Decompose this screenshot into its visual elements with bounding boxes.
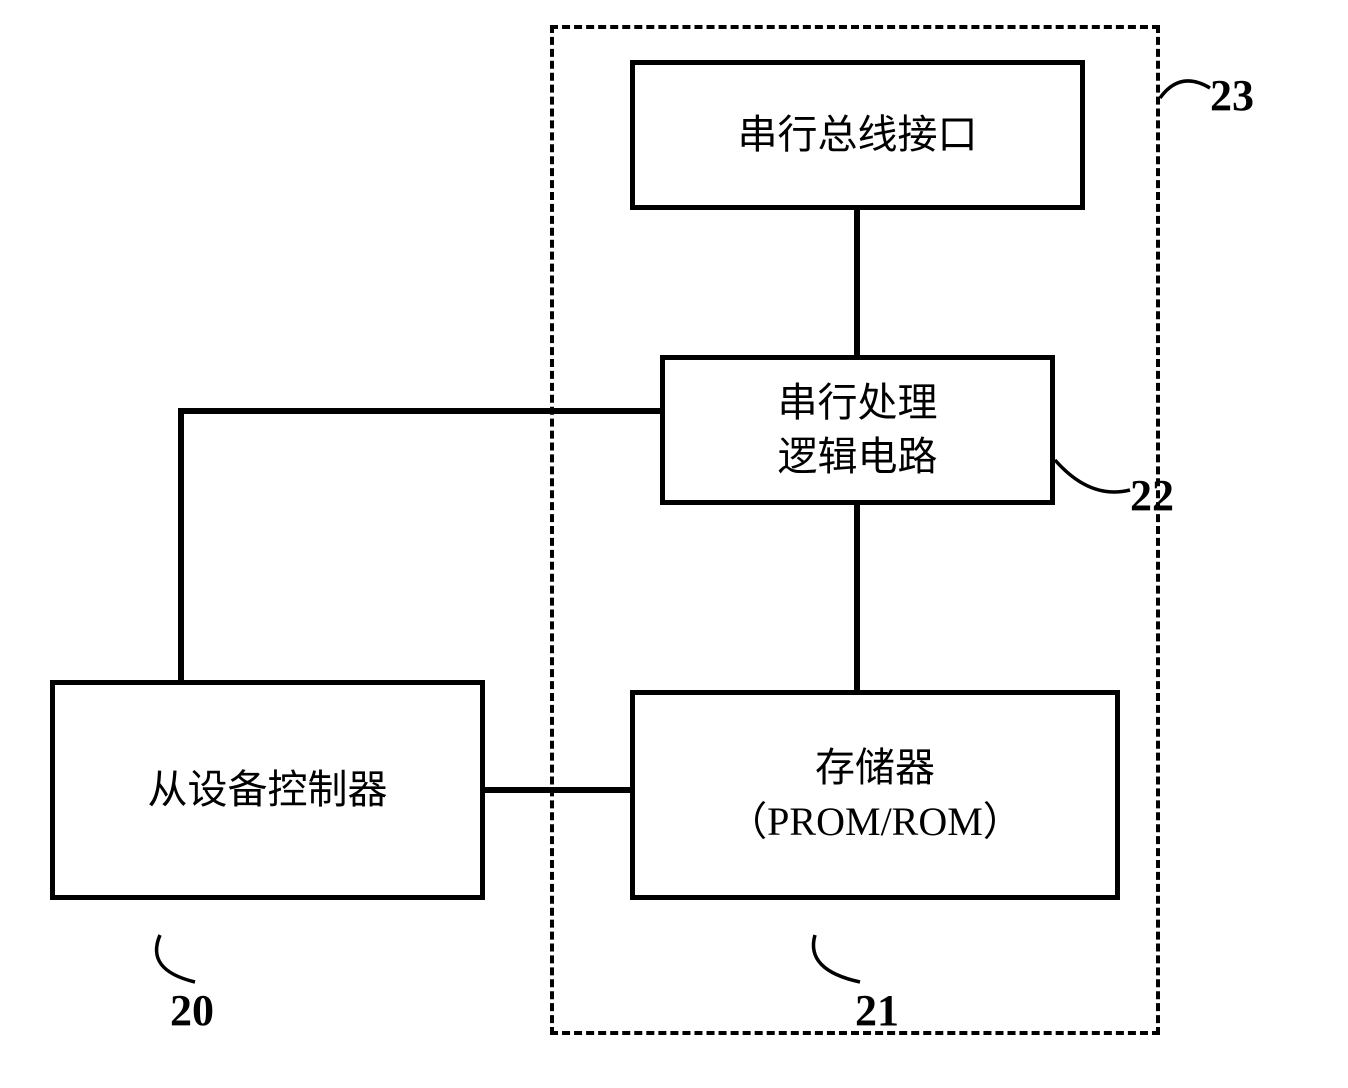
block-text-line1: 串行处理 xyxy=(778,376,938,430)
block-serial-processing-logic: 串行处理 逻辑电路 xyxy=(660,355,1055,505)
pointer-22 xyxy=(1050,445,1135,505)
block-text-line2: 逻辑电路 xyxy=(778,430,938,484)
block-memory: 存储器 （PROM/ROM） xyxy=(630,690,1120,900)
block-text-line1: 存储器 xyxy=(815,741,935,795)
connector-vertical-3 xyxy=(178,408,184,680)
pointer-20 xyxy=(140,920,215,995)
label-22: 22 xyxy=(1130,470,1174,521)
connector-vertical-1 xyxy=(854,210,860,355)
block-serial-bus-interface: 串行总线接口 xyxy=(630,60,1085,210)
connector-horizontal-1 xyxy=(485,787,630,793)
label-23: 23 xyxy=(1210,70,1254,121)
block-slave-controller: 从设备控制器 xyxy=(50,680,485,900)
pointer-21 xyxy=(800,920,875,995)
pointer-23 xyxy=(1155,60,1215,110)
block-text: 从设备控制器 xyxy=(148,763,388,817)
connector-vertical-2 xyxy=(854,505,860,690)
connector-horizontal-2 xyxy=(178,408,660,414)
block-text-line2: （PROM/ROM） xyxy=(727,795,1023,849)
block-text: 串行总线接口 xyxy=(738,108,978,162)
